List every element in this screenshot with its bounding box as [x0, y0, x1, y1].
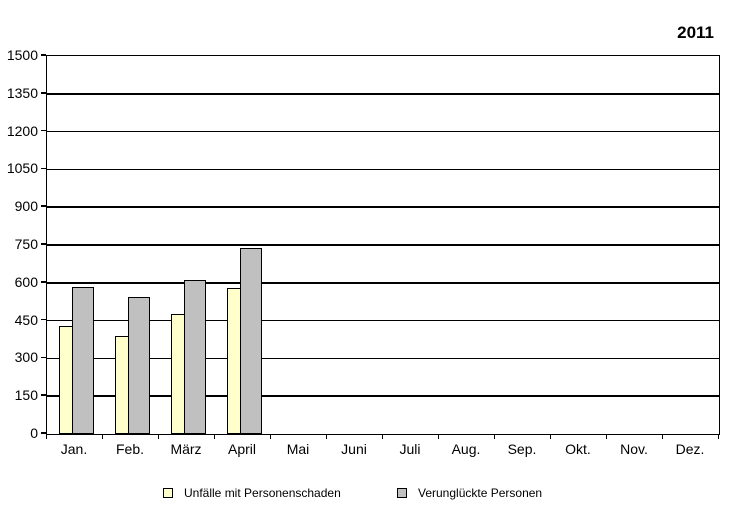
y-axis-tick — [41, 205, 46, 207]
x-axis-tick — [717, 434, 719, 439]
x-axis-tick — [213, 434, 215, 439]
y-axis-tick-label: 300 — [14, 349, 38, 366]
y-axis-tick-label: 600 — [14, 273, 38, 290]
y-axis-tick — [41, 243, 46, 245]
x-axis-tick-label: April — [227, 441, 256, 457]
x-axis-tick-label: Mai — [286, 441, 310, 457]
y-axis-tick — [41, 432, 46, 434]
gridline — [47, 168, 719, 171]
x-axis-tick — [45, 434, 47, 439]
x-axis-tick — [101, 434, 103, 439]
bar-unfaelle — [171, 314, 185, 434]
y-axis-tick — [41, 356, 46, 359]
x-axis-tick-label: Sep. — [507, 441, 537, 457]
x-axis-tick-label: Aug. — [451, 441, 481, 457]
x-axis-tick-label: Juli — [399, 441, 421, 457]
gridline — [47, 130, 719, 133]
y-axis-tick — [41, 54, 46, 56]
gridline — [47, 357, 719, 360]
y-axis-tick-label: 150 — [14, 387, 38, 404]
x-axis-tick — [661, 434, 663, 439]
bar-verungglueckte — [240, 248, 262, 434]
gridline — [47, 93, 719, 95]
legend-marker-verungglueckte-icon — [397, 488, 407, 498]
y-axis-tick-label: 1500 — [6, 47, 38, 63]
y-axis-tick-label: 450 — [14, 311, 38, 328]
gridline — [47, 395, 719, 397]
legend-item-verungglueckte: Verunglückte Personen — [397, 486, 542, 500]
x-axis-tick — [605, 434, 607, 439]
y-axis-tick-label: 1350 — [6, 84, 38, 101]
x-axis-tick-label: Dez. — [675, 441, 705, 457]
gridline — [47, 319, 719, 322]
x-axis-tick-label: März — [170, 441, 202, 457]
y-axis-tick — [41, 281, 46, 283]
y-axis-tick — [41, 129, 46, 132]
y-axis-tick — [41, 318, 46, 321]
legend-marker-unfaelle-icon — [163, 488, 173, 498]
x-axis-tick-label: Jan. — [60, 441, 88, 457]
plot-area — [46, 55, 720, 435]
x-axis-tick-label: Feb. — [115, 441, 144, 457]
bar-verungglueckte — [184, 280, 206, 434]
y-axis-tick-label: 1200 — [6, 122, 38, 139]
gridline — [47, 206, 719, 208]
y-axis-tick — [41, 92, 46, 94]
x-axis-tick — [157, 434, 159, 439]
x-axis-tick — [381, 434, 383, 439]
bar-verungglueckte — [72, 287, 94, 434]
bar-verungglueckte — [128, 297, 150, 434]
x-axis-tick-label: Nov. — [620, 441, 648, 457]
y-axis-tick — [41, 394, 46, 396]
legend-item-unfaelle: Unfälle mit Personenschaden — [163, 486, 341, 500]
legend-label-verungglueckte: Verunglückte Personen — [418, 486, 543, 500]
gridline — [47, 282, 719, 284]
legend: Unfälle mit Personenschaden Verunglückte… — [0, 486, 740, 506]
y-axis-tick-label: 1050 — [6, 160, 38, 177]
y-axis-tick-label: 900 — [14, 198, 38, 215]
x-axis-tick — [493, 434, 495, 439]
x-axis-tick — [269, 434, 271, 439]
y-axis-tick-label: 0 — [30, 425, 38, 441]
bar-unfaelle — [115, 336, 129, 434]
x-axis-tick — [325, 434, 327, 439]
bar-unfaelle — [227, 288, 241, 434]
x-axis-tick-label: Okt. — [565, 441, 591, 457]
y-axis-tick-label: 750 — [14, 236, 38, 252]
bar-unfaelle — [59, 326, 73, 434]
x-axis-tick — [437, 434, 439, 439]
x-axis-tick-label: Juni — [341, 441, 367, 457]
x-axis-tick — [549, 434, 551, 439]
chart-title: 2011 — [677, 23, 714, 42]
gridline — [47, 244, 719, 246]
legend-label-unfaelle: Unfälle mit Personenschaden — [184, 486, 341, 500]
y-axis-tick — [41, 167, 46, 170]
